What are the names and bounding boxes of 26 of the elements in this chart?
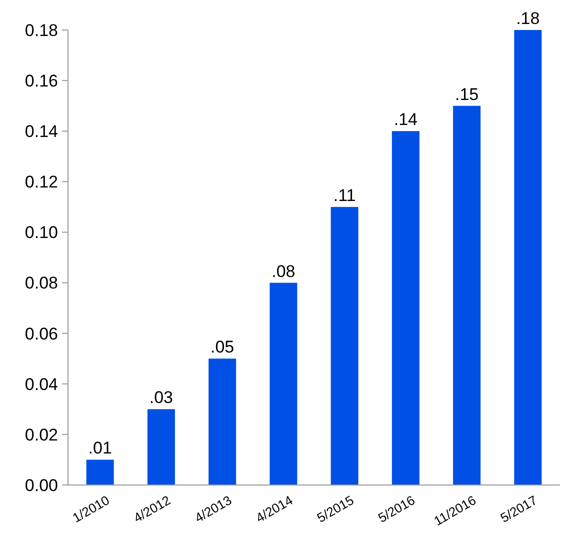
data-label: .03 — [149, 388, 174, 408]
bar — [270, 282, 298, 485]
data-label: .15 — [454, 84, 479, 104]
data-label: .18 — [516, 9, 540, 28]
bar — [392, 131, 420, 485]
data-label: .01 — [88, 438, 112, 458]
y-tick-label: 0.18 — [24, 20, 58, 40]
y-tick-label: 0.08 — [24, 274, 58, 293]
bar — [86, 460, 114, 485]
y-tick-label: 0.02 — [24, 425, 58, 444]
y-tick-label: 0.16 — [24, 72, 58, 91]
data-label: .11 — [333, 186, 356, 205]
bar — [208, 358, 236, 485]
bar — [453, 106, 481, 485]
y-tick-label: 0.10 — [24, 223, 58, 242]
data-label: .08 — [272, 262, 296, 281]
y-tick-label: 0.04 — [24, 374, 58, 394]
data-label: .05 — [210, 338, 234, 357]
bar — [330, 206, 358, 485]
bar — [514, 30, 542, 485]
y-tick-label: 0.14 — [24, 122, 58, 142]
y-tick-label: 0.00 — [24, 476, 58, 495]
bar — [147, 409, 175, 485]
data-label: .14 — [394, 110, 418, 130]
y-tick-label: 0.12 — [24, 172, 58, 192]
y-tick-label: 0.06 — [24, 324, 58, 344]
